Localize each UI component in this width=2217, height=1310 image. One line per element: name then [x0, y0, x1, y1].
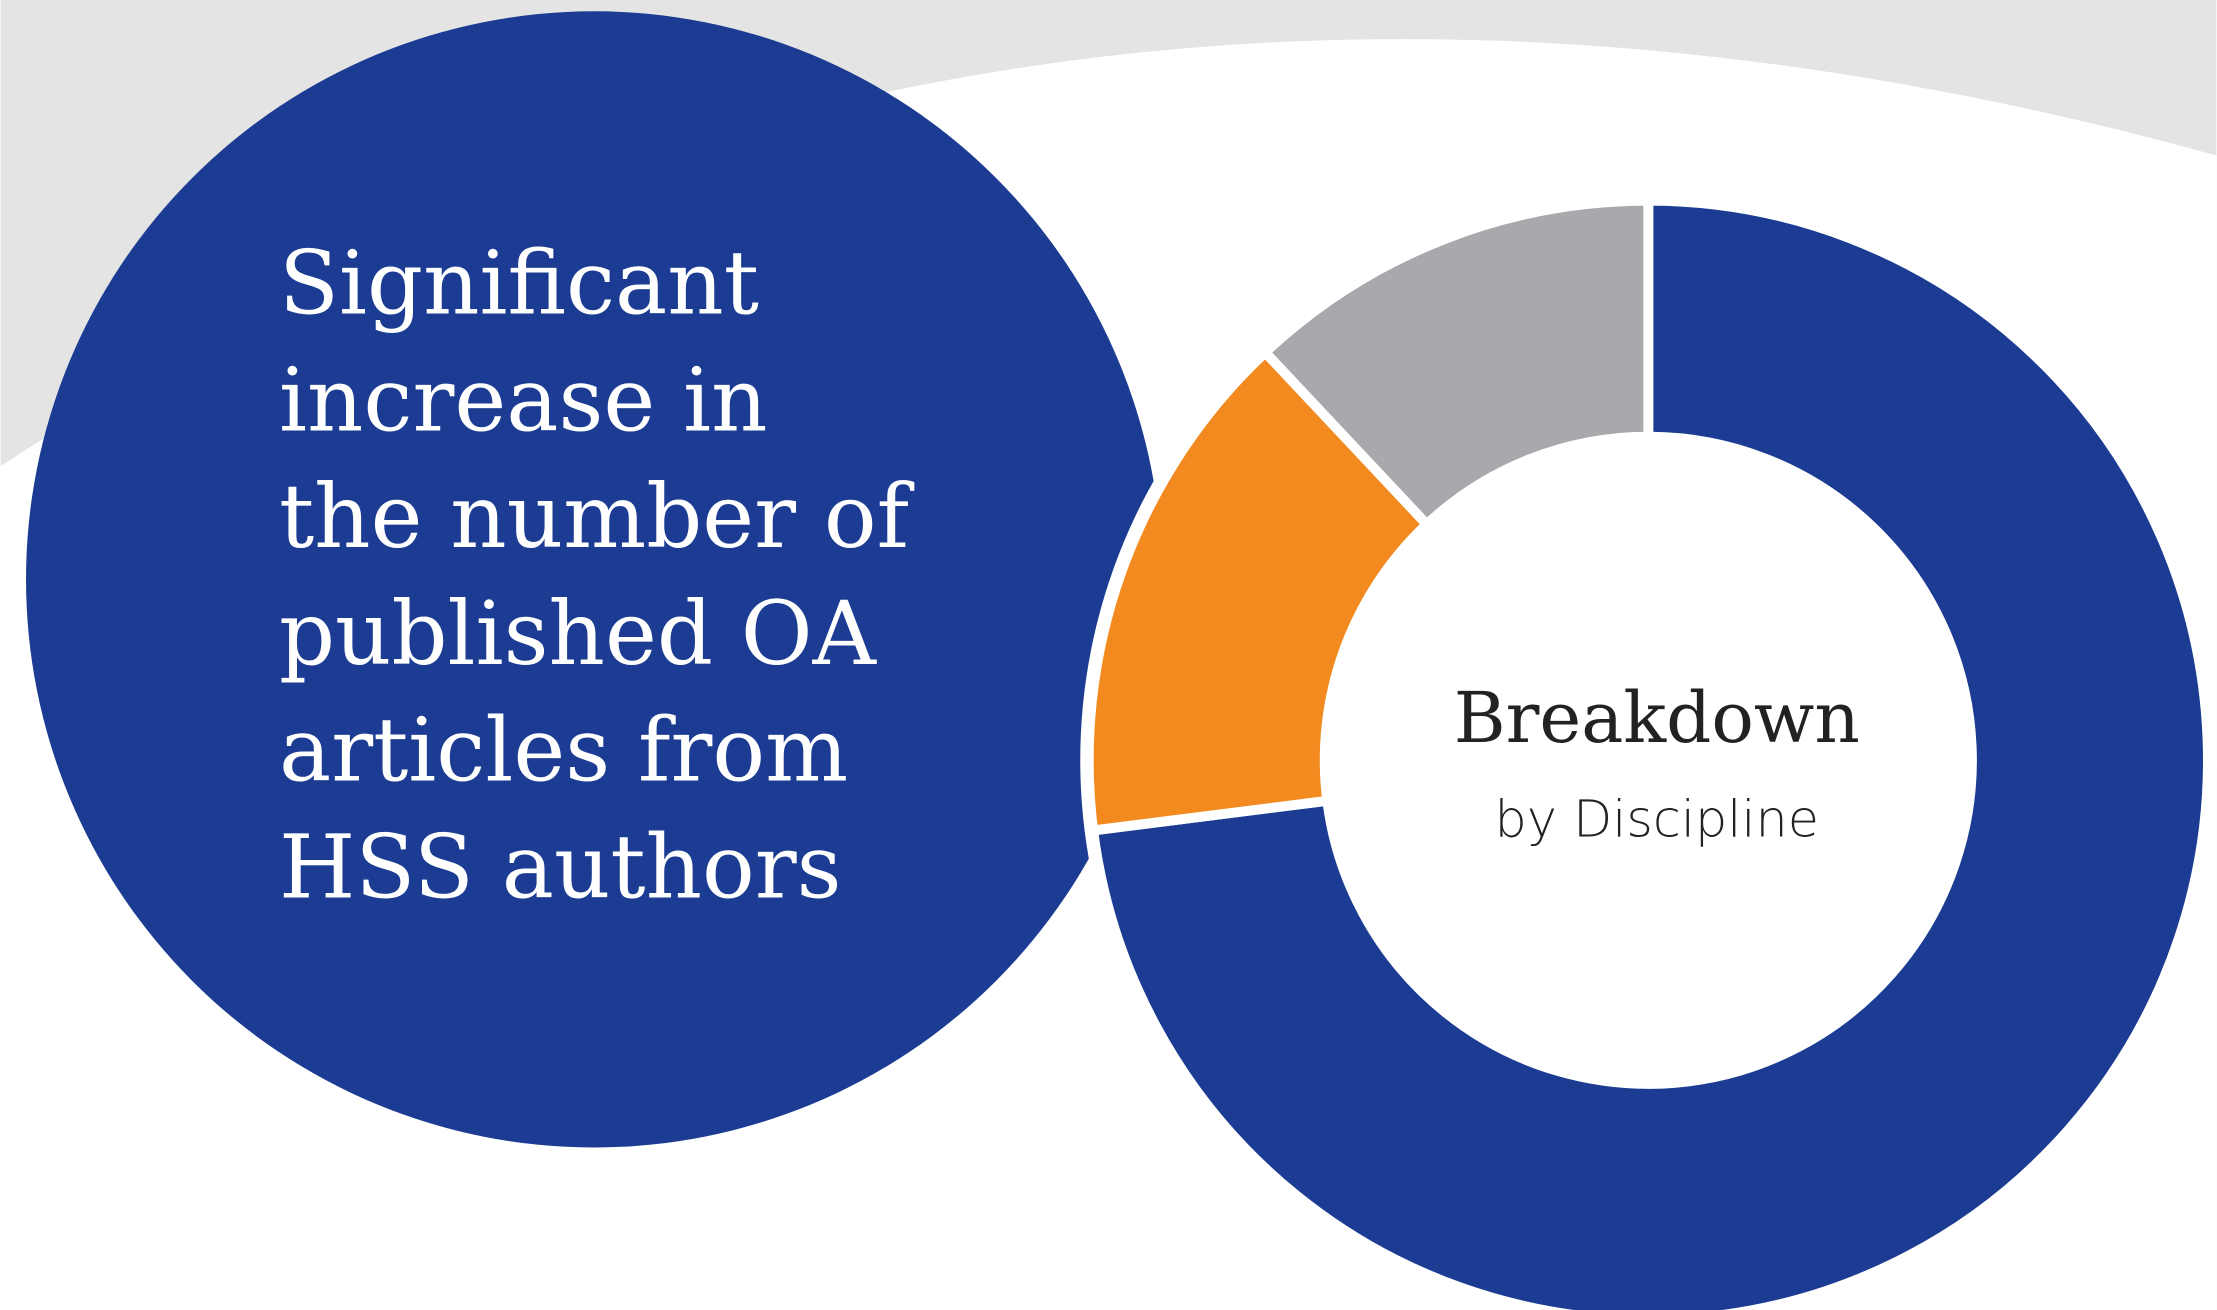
donut-title: Breakdown	[1454, 676, 1860, 759]
donut-segment	[1258, 195, 1654, 532]
headline-line: increase in	[279, 349, 768, 451]
headline-line: Significant	[279, 233, 759, 335]
headline-circle	[26, 11, 1163, 1148]
donut-segment	[1087, 195, 2213, 1310]
headline-line: published OA	[279, 583, 878, 685]
headline: Significant increase in the number of publi…	[279, 233, 915, 919]
donut	[1083, 195, 2213, 1310]
donut-subtitle: by Discipline	[1495, 790, 1820, 849]
donut-segment	[1083, 345, 1434, 836]
headline-line: the number of	[279, 466, 915, 568]
headline-line: HSS authors	[279, 816, 842, 918]
headline-line: articles from	[279, 700, 848, 802]
